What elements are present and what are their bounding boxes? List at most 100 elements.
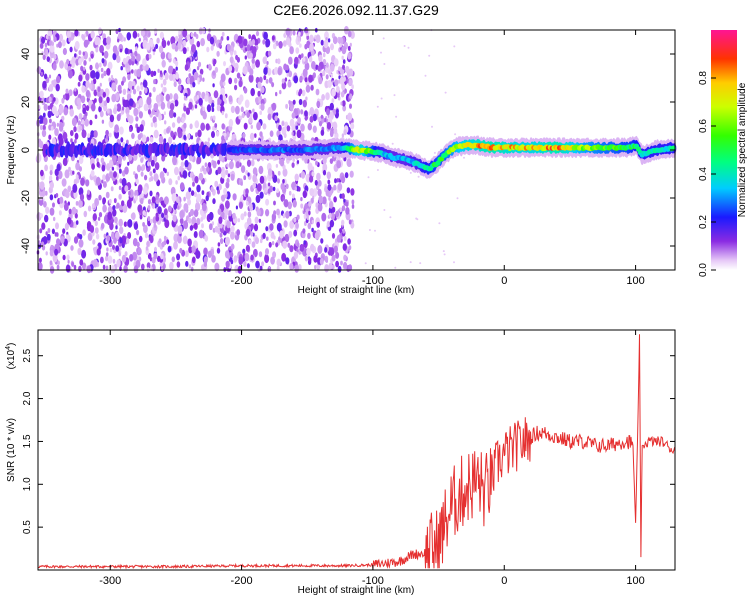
noise-blob [49,164,54,172]
noise-blob [150,159,155,167]
noise-blob [43,117,48,126]
noise-blob [80,95,86,104]
noise-blob [199,68,204,75]
noise-blob [45,251,48,256]
noise-blob [174,45,179,52]
noise-blob [193,222,198,230]
noise-blob [246,111,250,118]
noise-blob [262,39,266,45]
noise-blob [308,200,312,207]
noise-blob [263,75,267,81]
snr-scale-base: (x10 [6,349,17,369]
noise-blob [152,168,156,174]
noise-blob [75,58,80,66]
noise-blob [331,206,336,213]
noise-speck [380,51,382,54]
noise-blob [163,111,166,116]
noise-blob [63,107,69,116]
noise-blob [175,196,180,203]
noise-blob [289,105,294,112]
noise-blob [81,129,87,139]
noise-blob [177,84,182,92]
noise-blob [258,251,263,258]
noise-blob [101,51,104,56]
noise-blob [277,67,282,76]
noise-blob [154,246,157,252]
noise-speck [393,94,396,97]
noise-blob [252,174,257,183]
noise-blob [252,46,257,55]
noise-blob [193,31,197,37]
noise-blob [60,236,65,244]
noise-blob [200,38,206,47]
noise-blob [82,229,86,236]
noise-blob [215,130,220,137]
noise-blob [262,56,267,65]
noise-blob [81,85,86,93]
noise-blob [313,255,318,263]
noise-blob [226,43,231,52]
noise-blob [175,66,178,71]
noise-blob [209,36,215,45]
noise-blob [298,31,301,37]
noise-blob [135,178,139,185]
noise-blob [221,110,225,116]
noise-blob [310,243,315,252]
noise-blob [183,95,187,101]
noise-blob [46,56,50,62]
noise-blob [238,201,243,209]
noise-blob [121,106,125,111]
noise-blob [114,216,118,224]
noise-speck [419,262,422,265]
noise-blob [194,176,199,184]
noise-blob [309,107,314,115]
noise-blob [266,236,269,241]
noise-blob [285,183,289,189]
noise-blob [95,233,100,240]
heatmap-x-axis-label: Height of straight line (km) [298,285,415,296]
noise-blob [333,58,339,67]
noise-blob [300,197,303,202]
noise-blob [145,53,150,61]
colorbar-label: Normalized spectral amplitude [737,82,748,217]
noise-blob [198,27,203,35]
noise-blob [212,83,215,88]
noise-blob [219,238,224,244]
noise-blob [243,122,248,130]
noise-blob [243,38,248,47]
noise-blob [293,217,297,223]
noise-blob [129,49,133,54]
noise-blob [108,198,112,204]
noise-blob [225,200,230,209]
snr-x-ticks: -300 -200 -100 0 100 [99,330,645,587]
noise-blob [103,100,108,107]
noise-blob [148,92,152,98]
noise-blob [126,112,130,118]
noise-blob [327,79,332,88]
noise-blob [131,85,135,90]
noise-blob [344,172,349,179]
noise-blob [256,121,261,131]
noise-blob [249,52,253,59]
noise-blob [103,70,107,77]
noise-blob [326,108,330,116]
noise-blob [77,233,80,238]
noise-blob [317,245,323,254]
noise-blob [127,80,133,90]
noise-blob [101,119,105,124]
noise-blob [270,231,275,239]
noise-blob [202,111,207,120]
noise-blob [90,30,95,39]
noise-blob [226,177,230,184]
noise-blob [58,210,62,216]
noise-blob [92,78,97,85]
noise-blob [212,70,216,76]
noise-blob [95,176,101,186]
noise-blob [129,128,132,132]
noise-blob [254,97,259,104]
noise-blob [311,49,315,56]
noise-blob [101,164,106,172]
noise-blob [87,232,93,241]
noise-blob [329,158,334,165]
noise-blob [227,173,231,178]
